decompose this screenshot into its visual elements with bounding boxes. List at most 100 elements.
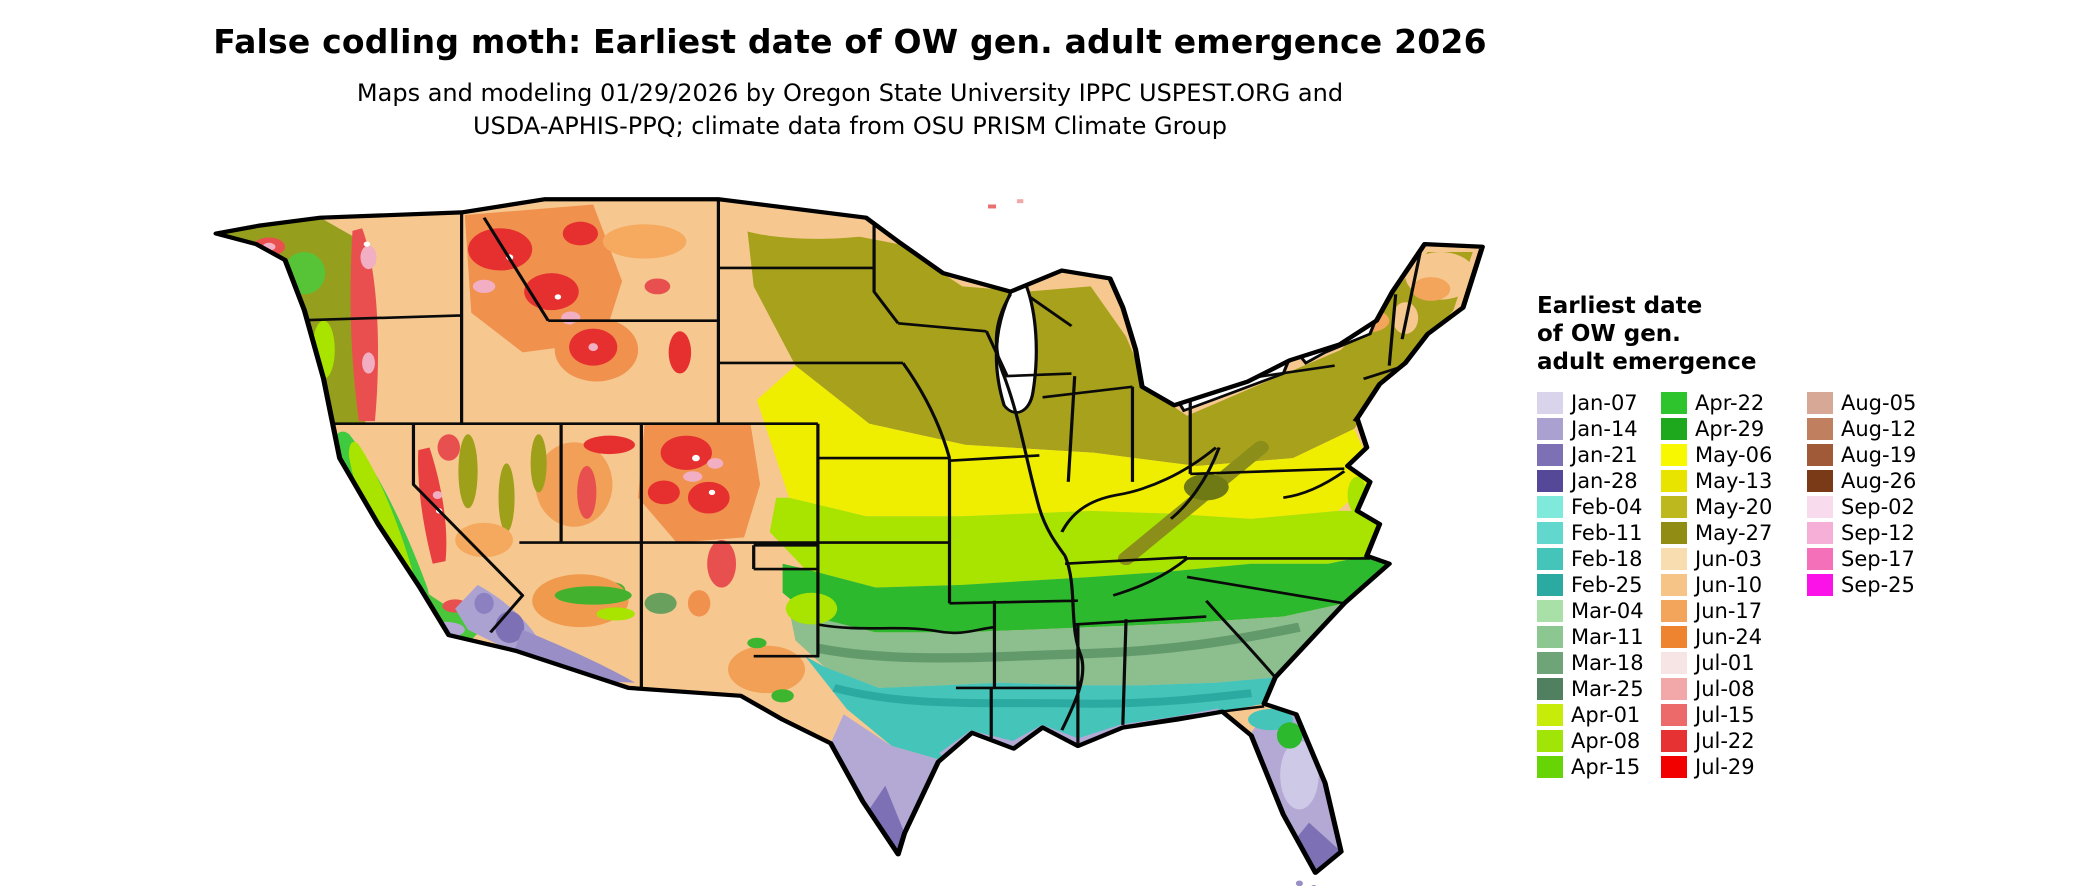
region-nefl-green xyxy=(1276,722,1303,749)
legend-label: May-27 xyxy=(1695,521,1773,545)
legend-swatch xyxy=(1661,418,1687,440)
legend-label: Feb-11 xyxy=(1571,521,1643,545)
legend-entry: Jan-07 xyxy=(1537,390,1661,416)
legend-entry: Jun-10 xyxy=(1661,572,1807,598)
legend-label: Jan-07 xyxy=(1571,391,1638,415)
legend-swatch xyxy=(1661,730,1687,752)
map-subtitle-line2: USDA-APHIS-PPQ; climate data from OSU PR… xyxy=(472,112,1228,140)
legend-label: Jul-15 xyxy=(1695,703,1755,727)
legend-entry: Mar-18 xyxy=(1537,650,1661,676)
legend-swatch xyxy=(1807,522,1833,544)
legend-entry: Apr-08 xyxy=(1537,728,1661,754)
legend-entry: Jan-21 xyxy=(1537,442,1661,468)
region-maine-orange xyxy=(1411,277,1451,301)
legend-swatch xyxy=(1807,418,1833,440)
legend-entry: Jan-14 xyxy=(1537,416,1661,442)
legend-swatch xyxy=(1661,392,1687,414)
us-map xyxy=(200,186,1500,886)
region-cascades-pink xyxy=(360,245,377,270)
region-nmn-tan xyxy=(729,201,907,239)
legend-swatch xyxy=(1537,418,1563,440)
legend-label: Jun-03 xyxy=(1695,547,1763,571)
legend-swatch xyxy=(1537,730,1563,752)
legend-column-3: Aug-05 Aug-12 Aug-19 Aug-26 Sep-02 Sep-12 Sep-… xyxy=(1807,390,1916,780)
legend-title-line2: of OW gen. xyxy=(1537,321,1681,347)
legend-swatch xyxy=(1807,444,1833,466)
legend-swatch xyxy=(1807,496,1833,518)
legend-entry: Jun-03 xyxy=(1661,546,1807,572)
legend-entry: Aug-05 xyxy=(1807,390,1916,416)
legend-label: May-13 xyxy=(1695,469,1773,493)
legend-entry: Mar-25 xyxy=(1537,676,1661,702)
legend-label: Jan-21 xyxy=(1571,443,1638,467)
legend-swatch xyxy=(1661,600,1687,622)
region-april-late-band xyxy=(782,555,1390,633)
legend: Earliest date of OW gen. adult emergence… xyxy=(1537,292,1916,780)
legend-entry: Feb-18 xyxy=(1537,546,1661,572)
legend-swatch xyxy=(1537,626,1563,648)
legend-swatch xyxy=(1807,548,1833,570)
legend-label: Mar-11 xyxy=(1571,625,1644,649)
legend-entry: Feb-25 xyxy=(1537,572,1661,598)
legend-entry: Apr-01 xyxy=(1537,702,1661,728)
region-cascades-white xyxy=(363,241,371,247)
region-colorado-rockies xyxy=(437,423,761,617)
legend-label: Apr-29 xyxy=(1695,417,1765,441)
legend-label: Mar-18 xyxy=(1571,651,1644,675)
legend-column-2: Apr-22 Apr-29 May-06 May-13 May-20 May-27 Jun-… xyxy=(1661,390,1807,780)
legend-entry: Jun-24 xyxy=(1661,624,1807,650)
region-feb-dark-streak xyxy=(832,684,1252,708)
legend-swatch xyxy=(1807,392,1833,414)
legend-swatch xyxy=(1537,678,1563,700)
map-title: False codling moth: Earliest date of OW … xyxy=(213,22,1487,61)
region-cascades-red xyxy=(350,228,379,422)
legend-label: Apr-15 xyxy=(1571,755,1641,779)
legend-columns: Jan-07 Jan-14 Jan-21 Jan-28 Feb-04 Feb-11 Feb-… xyxy=(1537,390,1916,780)
legend-entry: Jun-17 xyxy=(1661,598,1807,624)
legend-label: Jul-22 xyxy=(1695,729,1755,753)
legend-swatch xyxy=(1537,704,1563,726)
legend-label: Sep-02 xyxy=(1841,495,1915,519)
map-subtitle-line1: Maps and modeling 01/29/2026 by Oregon S… xyxy=(356,79,1344,107)
legend-swatch xyxy=(1807,470,1833,492)
legend-label: Feb-04 xyxy=(1571,495,1643,519)
region-florida-light xyxy=(1280,740,1319,810)
map-header: False codling moth: Earliest date of OW … xyxy=(0,22,1700,143)
legend-entry: Apr-29 xyxy=(1661,416,1807,442)
region-appalachians-olive xyxy=(1118,440,1269,566)
legend-entry: Aug-26 xyxy=(1807,468,1916,494)
legend-label: May-20 xyxy=(1695,495,1773,519)
legend-entry: Jul-01 xyxy=(1661,650,1807,676)
legend-entry: Jul-08 xyxy=(1661,676,1807,702)
legend-label: Sep-12 xyxy=(1841,521,1915,545)
legend-entry: Apr-22 xyxy=(1661,390,1807,416)
legend-title-line3: adult emergence xyxy=(1537,349,1757,375)
legend-swatch xyxy=(1537,652,1563,674)
region-west-texas xyxy=(728,592,838,703)
legend-swatch xyxy=(1537,496,1563,518)
border-specks xyxy=(988,199,1024,209)
legend-label: Sep-25 xyxy=(1841,573,1915,597)
legend-swatch xyxy=(1661,444,1687,466)
legend-label: May-06 xyxy=(1695,443,1773,467)
legend-label: Aug-05 xyxy=(1841,391,1917,415)
legend-entry: Feb-04 xyxy=(1537,494,1661,520)
legend-entry: Mar-11 xyxy=(1537,624,1661,650)
florida-keys xyxy=(1295,880,1317,886)
legend-swatch xyxy=(1537,756,1563,778)
state-borders xyxy=(288,199,1423,744)
legend-label: Feb-18 xyxy=(1571,547,1643,571)
region-pnw-olive xyxy=(216,217,372,424)
legend-label: Apr-08 xyxy=(1571,729,1641,753)
region-march-dark-streak xyxy=(816,622,1301,663)
legend-label: Jan-14 xyxy=(1571,417,1638,441)
legend-label: Jun-10 xyxy=(1695,573,1763,597)
legend-swatch xyxy=(1661,496,1687,518)
legend-swatch xyxy=(1537,470,1563,492)
legend-entry: Aug-19 xyxy=(1807,442,1916,468)
region-april-early-band xyxy=(769,497,1380,588)
legend-swatch xyxy=(1661,522,1687,544)
legend-entry: Sep-12 xyxy=(1807,520,1916,546)
map-subtitle: Maps and modeling 01/29/2026 by Oregon S… xyxy=(0,77,1700,143)
